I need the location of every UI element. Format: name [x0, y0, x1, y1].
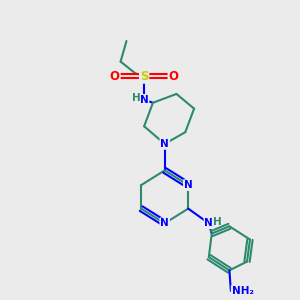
Text: NH₂: NH₂ — [232, 286, 253, 296]
Text: O: O — [169, 70, 178, 83]
Text: N: N — [184, 180, 193, 190]
Text: N: N — [204, 218, 213, 228]
Text: S: S — [140, 70, 148, 83]
Text: N: N — [160, 139, 169, 149]
Text: H: H — [213, 217, 221, 227]
Text: O: O — [110, 70, 120, 83]
Text: H: H — [131, 93, 140, 103]
Text: N: N — [140, 95, 148, 105]
Text: N: N — [160, 218, 169, 228]
